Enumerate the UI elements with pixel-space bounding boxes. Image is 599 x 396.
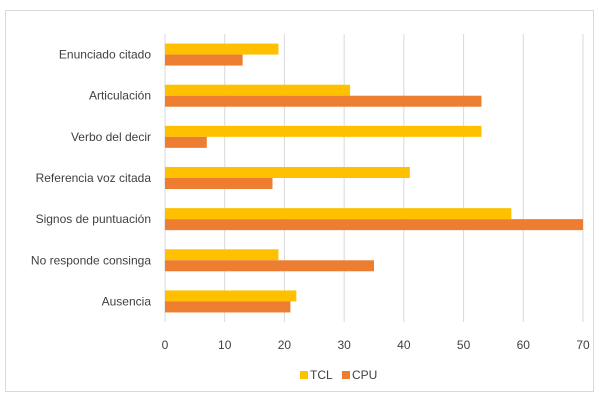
x-tick-label: 20 — [278, 338, 292, 352]
x-tick-label: 70 — [576, 338, 590, 352]
category-label: Referencia voz citada — [36, 171, 152, 185]
legend-label-cpu: CPU — [352, 368, 377, 382]
legend-swatch-cpu — [342, 371, 350, 379]
bar-cpu-5 — [165, 260, 374, 272]
bar-cpu-6 — [165, 301, 291, 313]
category-label: No responde consinga — [31, 253, 151, 267]
chart-frame — [5, 10, 594, 392]
x-tick-label: 0 — [162, 338, 169, 352]
category-label: Enunciado citado — [59, 48, 151, 62]
legend-label-tcl: TCL — [310, 368, 333, 382]
category-label: Signos de puntuación — [36, 212, 151, 226]
x-tick-label: 10 — [218, 338, 232, 352]
bar-tcl-1 — [165, 84, 351, 96]
x-tick-label: 40 — [397, 338, 411, 352]
bar-cpu-4 — [165, 219, 583, 231]
bar-tcl-6 — [165, 290, 297, 302]
bar-cpu-0 — [165, 54, 243, 66]
x-tick-label: 60 — [517, 338, 531, 352]
legend-swatch-tcl — [300, 371, 308, 379]
bar-tcl-2 — [165, 125, 482, 137]
bar-cpu-3 — [165, 178, 273, 189]
bar-tcl-0 — [165, 43, 279, 55]
bar-tcl-4 — [165, 208, 512, 220]
bar-tcl-3 — [165, 167, 410, 178]
bar-tcl-5 — [165, 249, 279, 261]
category-label: Ausencia — [102, 294, 152, 308]
x-tick-label: 50 — [457, 338, 471, 352]
category-label: Verbo del decir — [71, 130, 151, 144]
bar-cpu-1 — [165, 95, 482, 107]
bar-cpu-2 — [165, 136, 207, 148]
category-label: Articulación — [89, 89, 151, 103]
x-tick-label: 30 — [337, 338, 351, 352]
